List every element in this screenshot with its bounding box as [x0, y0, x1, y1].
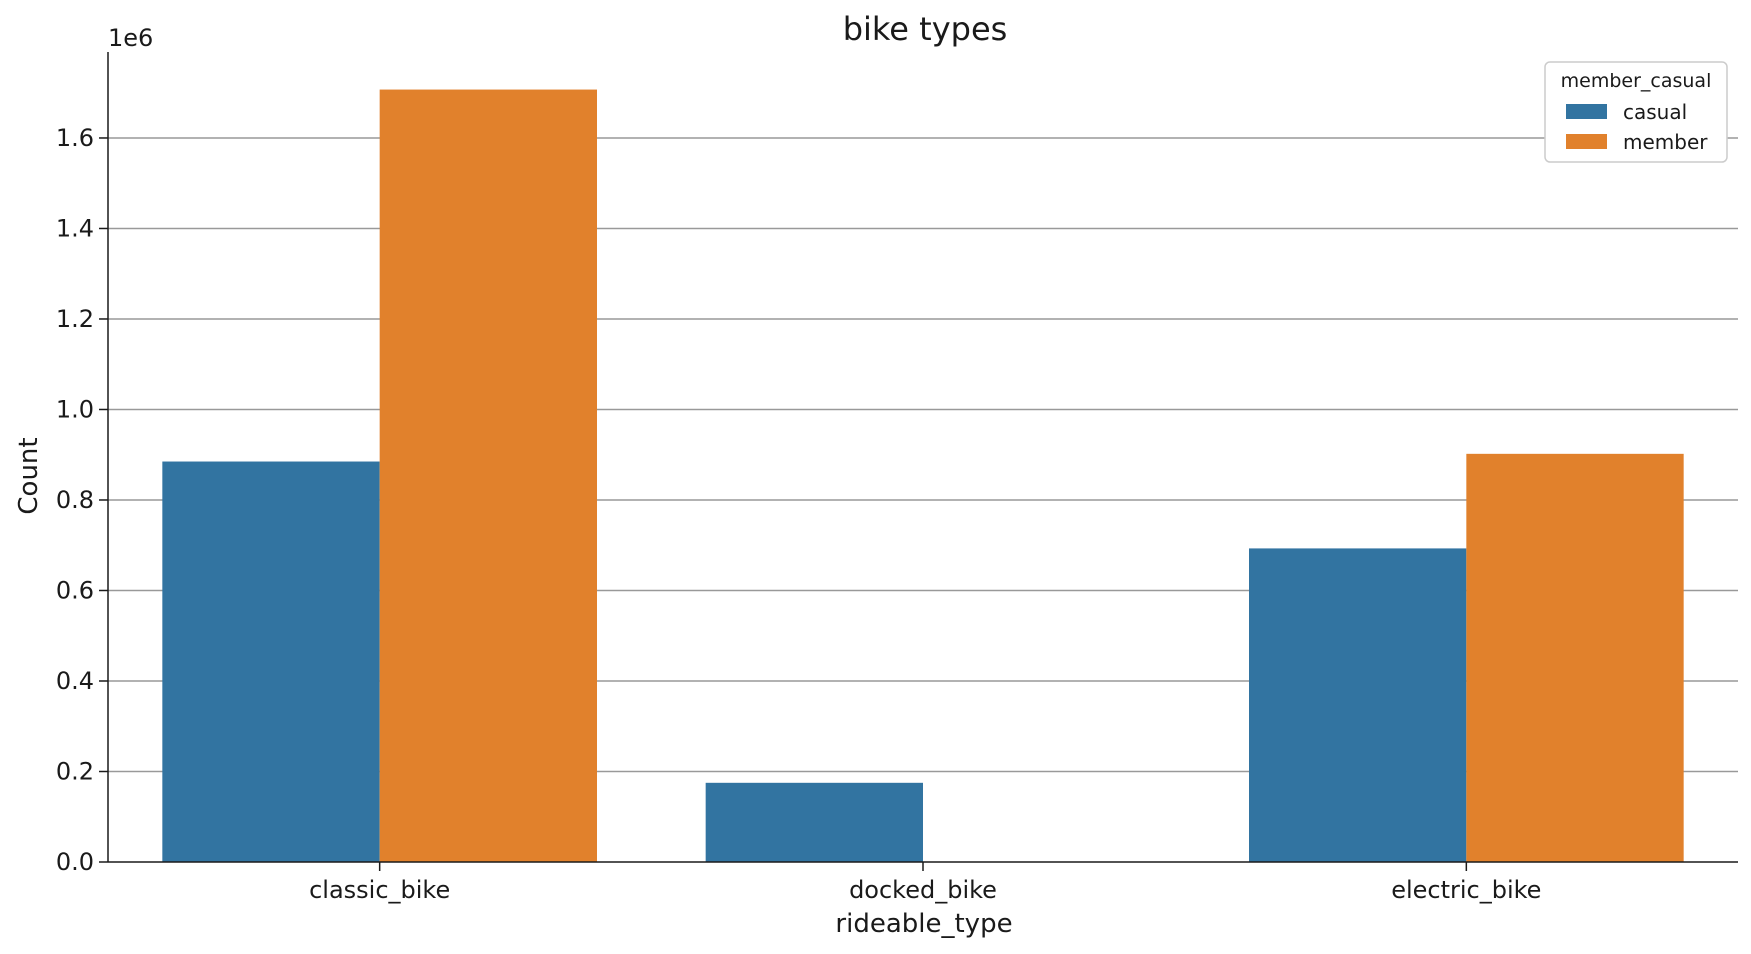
- x-axis-title: rideable_type: [835, 909, 1012, 939]
- bar-casual-electric_bike: [1249, 548, 1467, 862]
- bar-casual-docked_bike: [705, 782, 923, 862]
- y-tick-label: 0.4: [56, 667, 94, 695]
- x-tick-label: docked_bike: [849, 876, 997, 904]
- y-tick-label: 0.0: [56, 848, 94, 876]
- x-tick-label: electric_bike: [1391, 876, 1541, 904]
- bar-casual-classic_bike: [162, 461, 380, 862]
- chart-title: bike types: [843, 10, 1008, 48]
- y-tick-label: 0.6: [56, 576, 94, 604]
- y-tick-label: 1.2: [56, 305, 94, 333]
- y-axis-title: Count: [14, 437, 44, 514]
- legend-label-member: member: [1623, 130, 1708, 154]
- legend-entries: casual member: [1566, 100, 1708, 154]
- legend-swatch-member: [1566, 134, 1607, 149]
- bars: [162, 89, 1684, 863]
- y-tick-label: 0.8: [56, 486, 94, 514]
- axes: 0.0 0.2 0.4 0.6 0.8 1.0 1.2 1.4 1.6 classic_bike d…: [56, 52, 1738, 904]
- legend-title: member_casual: [1561, 70, 1712, 92]
- bar-member-classic_bike: [379, 89, 597, 863]
- legend-label-casual: casual: [1623, 100, 1687, 124]
- y-tick-label: 1.4: [56, 214, 94, 242]
- x-tick-label: classic_bike: [309, 876, 450, 904]
- bar-member-electric_bike: [1466, 453, 1684, 862]
- y-tick-label: 1.6: [56, 124, 94, 152]
- y-axis-offset-label: 1e6: [108, 24, 153, 52]
- legend: member_casual casual member: [1544, 61, 1728, 163]
- y-tick-label: 0.2: [56, 757, 94, 785]
- legend-swatch-casual: [1566, 104, 1607, 119]
- y-tick-label: 1.0: [56, 395, 94, 423]
